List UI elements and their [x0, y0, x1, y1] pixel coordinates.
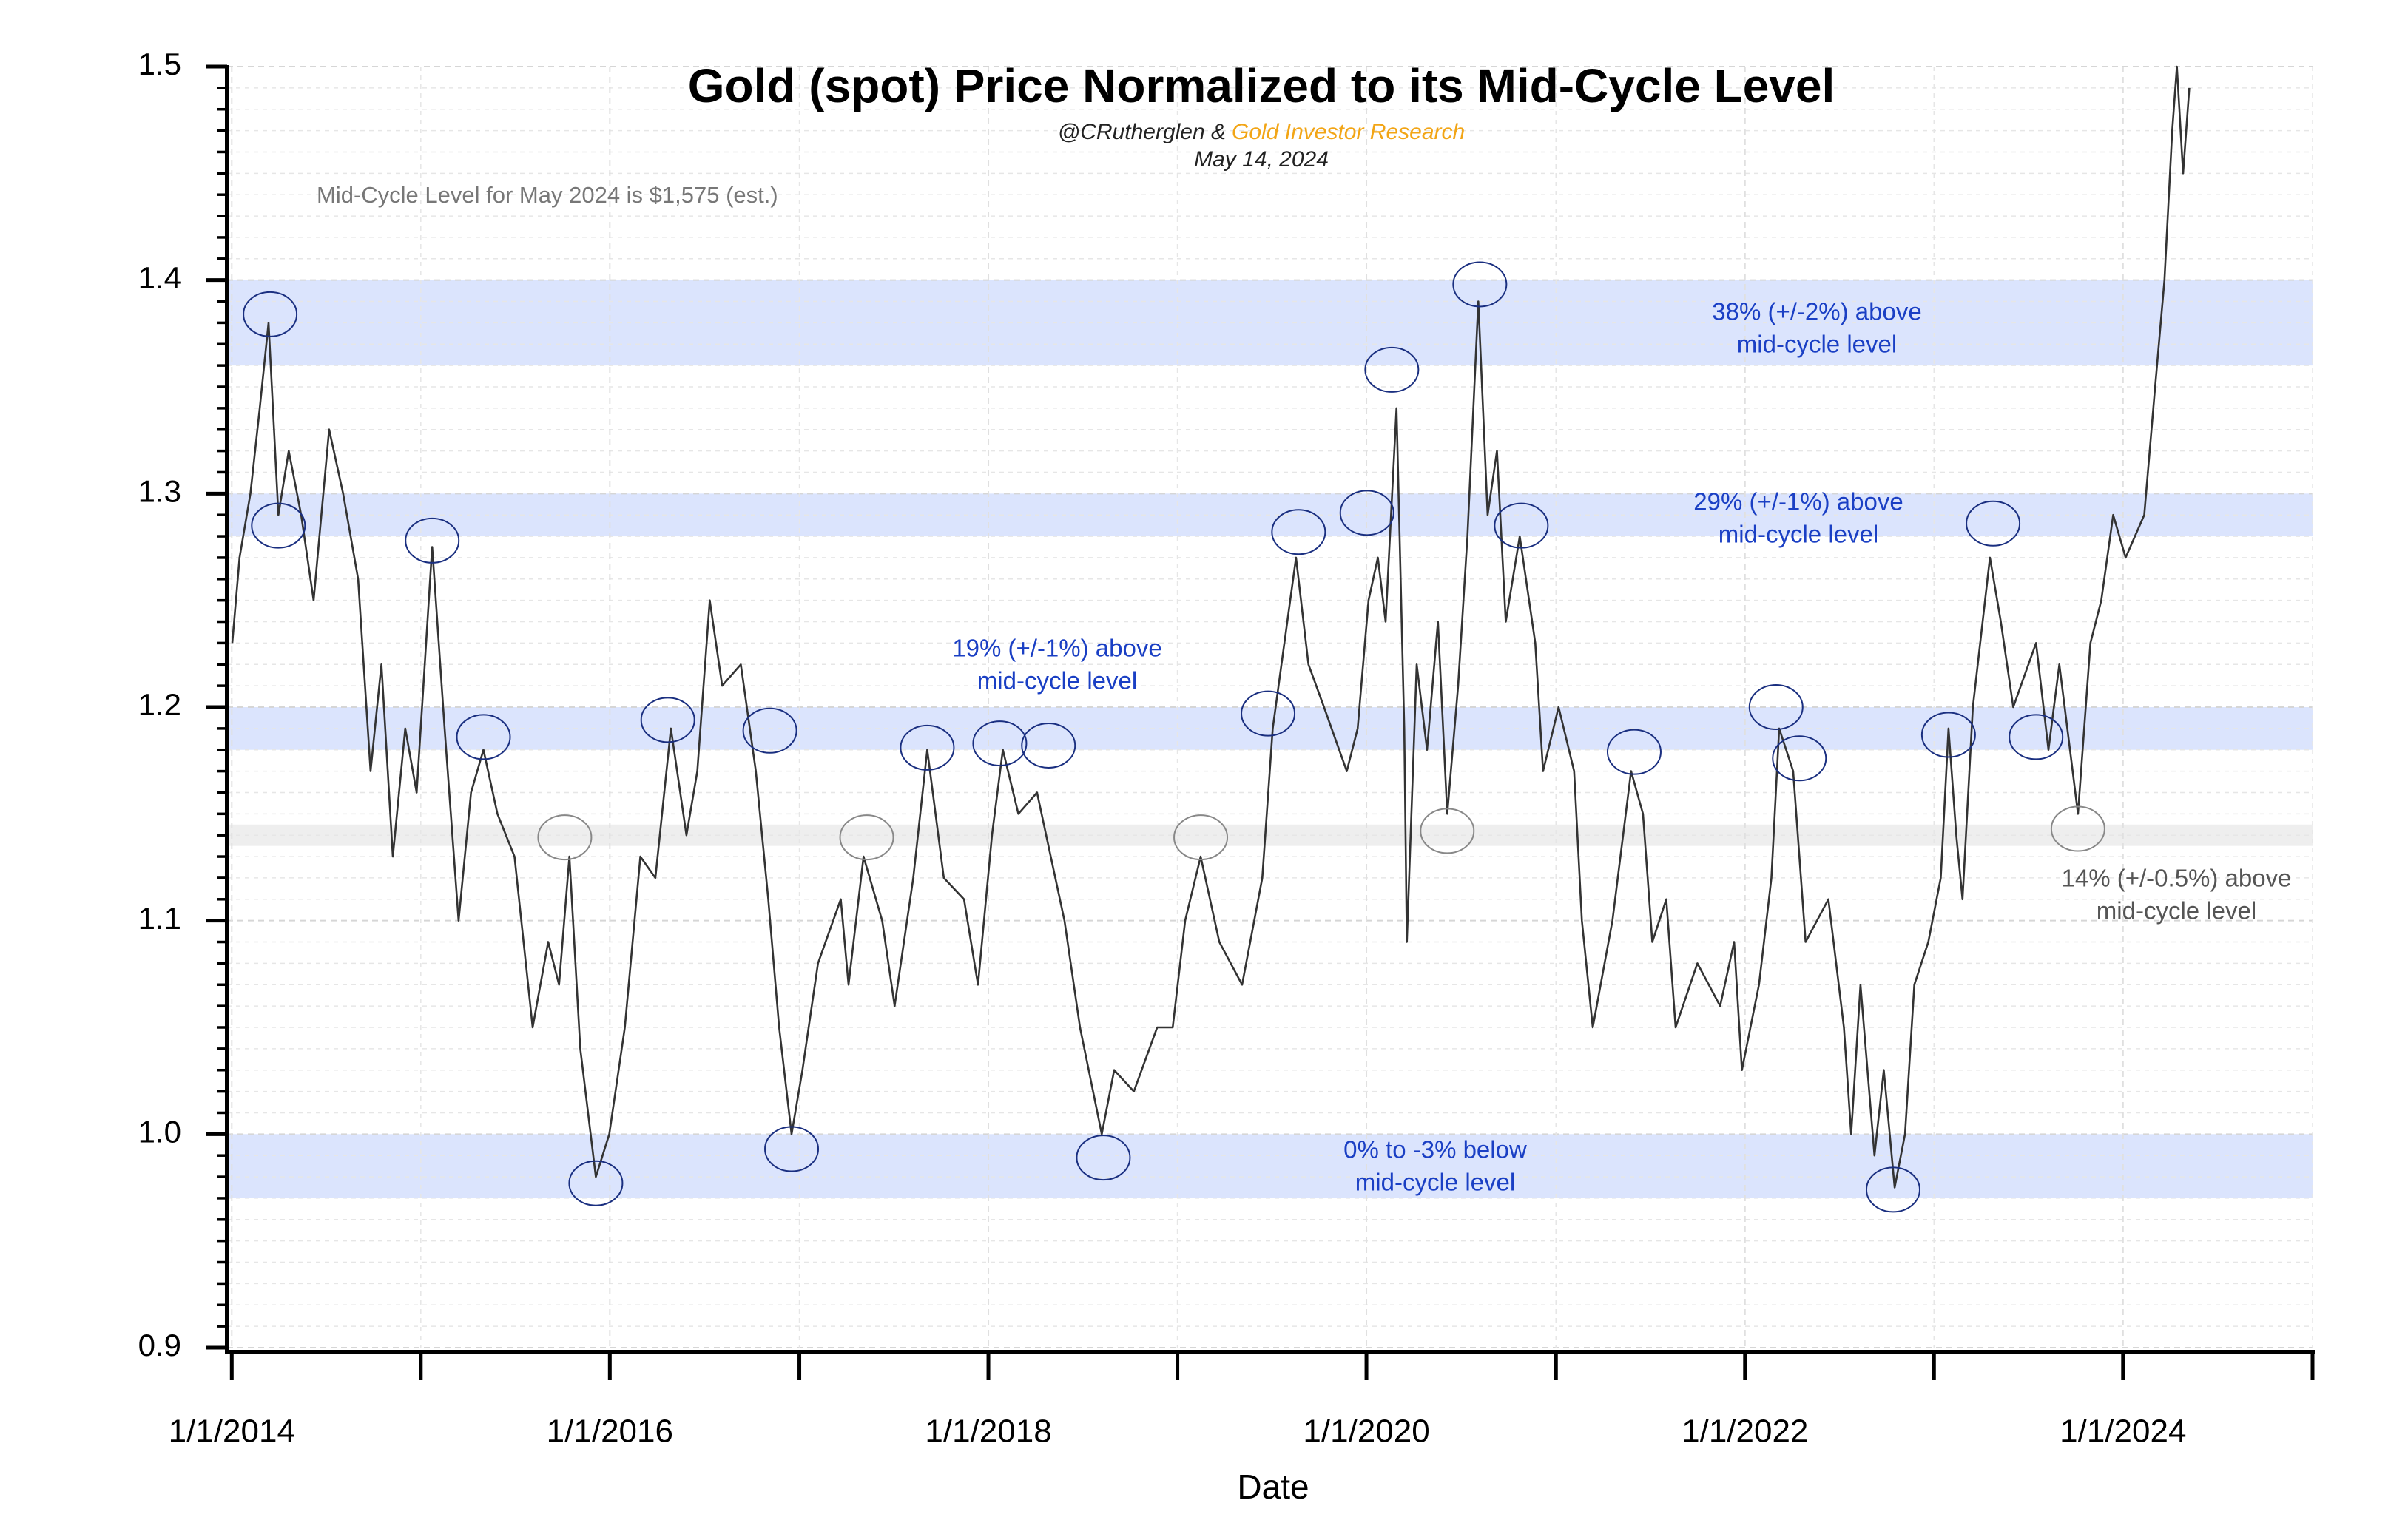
subtitle-date: May 14, 2024 — [1194, 147, 1329, 172]
highlight-circle — [568, 1160, 624, 1206]
x-tick-label: 1/1/2020 — [1303, 1413, 1429, 1450]
subtitle: @CRutherglen & Gold Investor Research — [1058, 120, 1465, 144]
highlight-circle — [1364, 346, 1420, 393]
y-tick-label: 1.2 — [138, 687, 181, 722]
highlight-circle — [537, 814, 593, 861]
highlight-circle — [640, 697, 695, 743]
subtitle-author: @CRutherglen & — [1058, 120, 1226, 144]
highlight-circle — [1865, 1166, 1920, 1213]
x-tick-label: 1/1/2016 — [547, 1413, 673, 1450]
y-tick-label: 0.9 — [138, 1328, 181, 1362]
highlight-circle — [1920, 712, 1976, 758]
price-line — [231, 65, 2191, 1189]
highlight-circle — [405, 517, 460, 564]
highlight-circle — [1021, 722, 1076, 769]
grid-layer — [227, 66, 2313, 1348]
highlight-circle — [1339, 490, 1394, 536]
band-label: mid-cycle level — [1355, 1169, 1515, 1196]
x-tick-label: 1/1/2022 — [1682, 1413, 1808, 1450]
y-tick-label: 1.1 — [138, 901, 181, 936]
highlight-circle — [742, 707, 797, 754]
highlight-circle — [2050, 805, 2105, 852]
band-label: 19% (+/-1%) above — [952, 635, 1161, 662]
highlight-circle — [1606, 729, 1662, 775]
x-axis-label: Date — [1237, 1467, 1309, 1506]
bands-layer — [227, 280, 2313, 1198]
y-tick-label: 1.0 — [138, 1114, 181, 1149]
note: Mid-Cycle Level for May 2024 is $1,575 (… — [317, 182, 778, 208]
highlight-circle — [1173, 814, 1229, 861]
band-label: mid-cycle level — [1737, 331, 1897, 358]
line-layer — [231, 65, 2191, 1213]
highlight-circle — [1748, 684, 1804, 730]
highlight-circle — [1076, 1135, 1131, 1181]
highlight-circle — [1966, 500, 2021, 547]
highlight-circle — [972, 720, 1028, 767]
band-label: mid-cycle level — [1719, 521, 1878, 548]
band-label: mid-cycle level — [977, 667, 1137, 695]
highlight-circle — [251, 502, 306, 549]
band-label: 0% to -3% below — [1343, 1136, 1527, 1163]
text-layer: Gold (spot) Price Normalized to its Mid-… — [317, 59, 2291, 1506]
highlight-circle — [900, 724, 955, 771]
y-tick-label: 1.3 — [138, 473, 181, 508]
subtitle-source: Gold Investor Research — [1232, 120, 1465, 144]
x-tick-label: 1/1/2014 — [169, 1413, 295, 1450]
band-label: 38% (+/-2%) above — [1712, 298, 1921, 325]
highlight-circle — [456, 714, 511, 760]
highlight-circle — [1772, 735, 1827, 782]
x-tick-label: 1/1/2024 — [2060, 1413, 2186, 1450]
y-tick-label: 1.5 — [138, 47, 181, 81]
highlight-circle — [1494, 502, 1549, 549]
highlight-circle — [1420, 808, 1475, 854]
band-label: mid-cycle level — [2097, 897, 2256, 925]
highlight-circle — [2009, 714, 2064, 760]
y-tick-label: 1.4 — [138, 260, 181, 295]
highlight-circle — [1241, 690, 1296, 737]
chart-title: Gold (spot) Price Normalized to its Mid-… — [688, 59, 1835, 112]
highlight-circle — [1271, 509, 1326, 555]
band — [227, 1134, 2313, 1198]
highlight-circle — [839, 814, 894, 861]
highlight-circle — [1452, 261, 1508, 308]
highlight-circle — [243, 291, 298, 337]
band-label: 14% (+/-0.5%) above — [2062, 865, 2292, 892]
axes-layer: 0.9 1.0 1.1 1.2 1.3 1.4 1.5 1/1/2014 1/1/2016 1/1… — [138, 47, 2315, 1450]
highlight-circle — [764, 1126, 820, 1172]
band-label: 29% (+/-1%) above — [1693, 488, 1903, 516]
x-tick-label: 1/1/2018 — [925, 1413, 1051, 1450]
